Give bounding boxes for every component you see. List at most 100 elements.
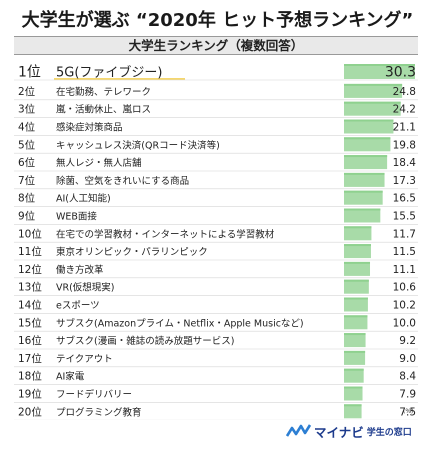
category-label: 働き方改革 bbox=[56, 264, 104, 276]
category-label: フードデリバリー bbox=[56, 389, 132, 401]
rank-label: 6位 bbox=[18, 156, 36, 169]
bar-top-edge bbox=[344, 172, 385, 175]
bar-top-edge bbox=[344, 350, 366, 353]
bar-top-edge bbox=[344, 333, 366, 336]
data-label: 10.0 bbox=[393, 317, 416, 329]
bar bbox=[344, 368, 364, 383]
bar bbox=[344, 279, 369, 294]
bar-top-edge bbox=[344, 226, 372, 229]
rank-label: 20位 bbox=[18, 405, 42, 418]
bar bbox=[344, 244, 371, 259]
bar bbox=[344, 155, 388, 170]
data-label: 7.5 bbox=[399, 406, 416, 418]
bar-top-edge bbox=[344, 190, 383, 193]
mynavi-logo-icon bbox=[286, 424, 312, 437]
bar-top-edge bbox=[344, 119, 394, 122]
category-label: テイクアウト bbox=[56, 354, 113, 365]
rank-label: 10位 bbox=[18, 227, 42, 240]
rank-label: 8位 bbox=[18, 192, 36, 205]
category-label: VR(仮想現実) bbox=[56, 282, 115, 294]
data-label: 10.2 bbox=[393, 300, 416, 312]
data-label: 19.8 bbox=[393, 139, 416, 151]
bar-top-edge bbox=[344, 368, 364, 371]
category-label: キャッシュレス決済(QRコード決済等) bbox=[56, 139, 220, 151]
category-label: 除菌、空気をきれいにする商品 bbox=[56, 175, 189, 187]
bar bbox=[344, 404, 362, 419]
data-label: 9.0 bbox=[399, 353, 416, 365]
category-label: 無人レジ・無人店舗 bbox=[56, 157, 142, 169]
bar bbox=[344, 64, 415, 79]
bar-top-edge bbox=[344, 83, 403, 86]
data-label: 11.1 bbox=[393, 264, 416, 276]
data-label: 10.6 bbox=[393, 282, 417, 294]
category-label: eスポーツ bbox=[56, 301, 100, 312]
chart-title: 大学生が選ぶ “2020年 ヒット予想ランキング” bbox=[21, 10, 414, 31]
rank-label: 19位 bbox=[18, 388, 42, 401]
mynavi-logo: マイナビ 学生の窓口 bbox=[286, 420, 426, 442]
rank-label: 5位 bbox=[18, 138, 36, 151]
category-label: サブスク(漫画・雑誌の読み放題サービス) bbox=[56, 335, 234, 347]
data-label: 15.5 bbox=[393, 211, 416, 223]
data-label: 17.3 bbox=[393, 175, 416, 187]
data-label: 24.8 bbox=[393, 86, 416, 98]
bar bbox=[344, 315, 368, 330]
bar-top-edge bbox=[344, 279, 369, 282]
chart-subtitle: 大学生ランキング（複数回答） bbox=[14, 36, 418, 55]
bar bbox=[344, 190, 383, 205]
bar bbox=[344, 83, 403, 98]
category-label: AI家電 bbox=[56, 371, 85, 383]
bar bbox=[344, 119, 394, 134]
unit-label: (%) bbox=[403, 408, 414, 415]
data-label: 7.9 bbox=[399, 389, 416, 401]
rank-label: 16位 bbox=[18, 334, 42, 347]
data-label: 11.7 bbox=[393, 228, 416, 240]
footer-sub: 学生の窓口 bbox=[366, 427, 412, 438]
rank-label: 1位 bbox=[18, 65, 41, 81]
category-label: 嵐・活動休止、嵐ロス bbox=[56, 104, 151, 116]
rank-label: 2位 bbox=[18, 85, 36, 98]
category-label: 在宅での学習教材・インターネットによる学習教材 bbox=[56, 228, 275, 240]
bar-top-edge bbox=[344, 297, 368, 300]
data-label: 21.1 bbox=[393, 122, 416, 134]
bar-top-edge bbox=[344, 404, 362, 407]
data-label: 11.5 bbox=[393, 246, 416, 258]
bar bbox=[344, 172, 385, 187]
bar bbox=[344, 261, 371, 276]
category-label: プログラミング教育 bbox=[56, 406, 142, 418]
category-label: 感染症対策商品 bbox=[56, 122, 123, 134]
bar-top-edge bbox=[344, 386, 363, 389]
bar-top-edge bbox=[344, 101, 401, 104]
rank-label: 13位 bbox=[18, 281, 42, 294]
rank-label: 15位 bbox=[18, 316, 42, 329]
rank-label: 3位 bbox=[18, 103, 36, 116]
data-label: 30.3 bbox=[385, 65, 416, 81]
bar-top-edge bbox=[344, 155, 388, 158]
data-label: 16.5 bbox=[393, 193, 416, 205]
bar bbox=[344, 386, 363, 401]
category-label: 5G(ファイブジー) bbox=[56, 65, 163, 81]
rank-label: 12位 bbox=[18, 263, 42, 276]
ranking-bar-chart: 1位 5G(ファイブジー) 30.3 2位 在宅勤務、テレワーク 24.8 3位 嵐・活動休止… bbox=[14, 64, 418, 420]
rank-label: 7位 bbox=[18, 174, 36, 187]
bar bbox=[344, 101, 401, 116]
bar-top-edge bbox=[344, 208, 381, 211]
data-label: 18.4 bbox=[393, 157, 417, 169]
bar bbox=[344, 333, 366, 348]
bar bbox=[344, 208, 381, 223]
footer-brand: マイナビ bbox=[314, 424, 364, 440]
rank-label: 4位 bbox=[18, 121, 36, 134]
category-label: AI(人工知能) bbox=[56, 193, 111, 205]
rank-label: 9位 bbox=[18, 210, 36, 223]
bar bbox=[344, 226, 372, 241]
data-label: 9.2 bbox=[399, 335, 416, 347]
bar-top-edge bbox=[344, 64, 415, 66]
category-label: 東京オリンピック・パラリンピック bbox=[56, 246, 208, 258]
rank-label: 18位 bbox=[18, 370, 42, 383]
category-label: 在宅勤務、テレワーク bbox=[56, 86, 151, 98]
data-label: 24.2 bbox=[393, 104, 416, 116]
bar-top-edge bbox=[344, 261, 371, 264]
rank-label: 11位 bbox=[18, 245, 42, 258]
bar bbox=[344, 350, 366, 365]
data-label: 8.4 bbox=[399, 371, 416, 383]
bar-top-edge bbox=[344, 315, 368, 318]
